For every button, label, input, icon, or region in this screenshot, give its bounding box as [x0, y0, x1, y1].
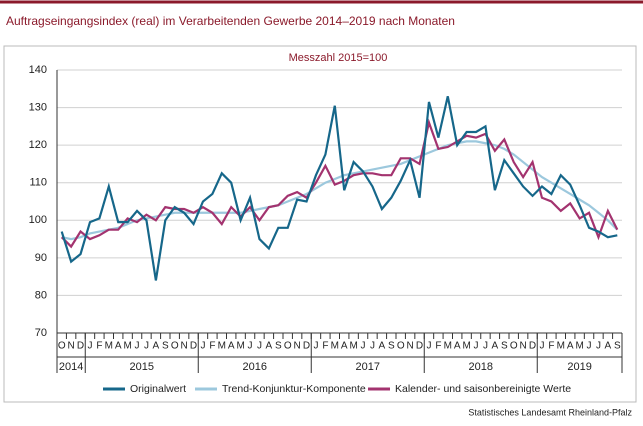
x-tick-label: J	[370, 341, 375, 352]
x-tick-label: O	[397, 341, 405, 352]
x-tick-label: J	[248, 341, 253, 352]
y-tick-label: 100	[29, 214, 47, 226]
x-tick-label: S	[614, 341, 621, 352]
series-line	[60, 118, 619, 249]
x-tick-label: F	[209, 341, 215, 352]
x-tick-label: M	[218, 341, 226, 352]
x-tick-label: M	[444, 341, 452, 352]
x-tick-label: A	[605, 341, 612, 352]
x-tick-label: A	[228, 341, 235, 352]
x-tick-label: M	[123, 341, 131, 352]
x-tick-label: J	[474, 341, 479, 352]
y-tick-label: 140	[29, 64, 47, 76]
x-tick-label: J	[587, 341, 592, 352]
x-tick-label: J	[313, 341, 318, 352]
x-tick-label: J	[426, 341, 431, 352]
y-tick-label: 80	[35, 289, 47, 301]
x-tick-label: F	[96, 341, 102, 352]
x-tick-label: M	[236, 341, 244, 352]
x-tick-label: S	[501, 341, 508, 352]
x-tick-label: D	[303, 341, 310, 352]
year-label: 2015	[130, 361, 154, 373]
x-tick-label: M	[575, 341, 583, 352]
x-tick-label: N	[520, 341, 527, 352]
x-tick-label: A	[341, 341, 348, 352]
x-tick-label: A	[115, 341, 122, 352]
x-tick-label: J	[144, 341, 149, 352]
x-tick-label: S	[275, 341, 282, 352]
x-tick-label: S	[162, 341, 169, 352]
x-tick-label: A	[492, 341, 499, 352]
x-tick-label: M	[349, 341, 357, 352]
x-tick-label: F	[322, 341, 328, 352]
y-tick-label: 90	[35, 252, 47, 264]
x-tick-label: M	[557, 341, 565, 352]
year-label: 2019	[567, 361, 591, 373]
x-tick-label: A	[379, 341, 386, 352]
x-tick-label: M	[105, 341, 113, 352]
year-label: 2014	[59, 361, 83, 373]
x-tick-label: N	[68, 341, 75, 352]
x-tick-label: D	[416, 341, 423, 352]
series-line	[60, 96, 618, 281]
year-label: 2018	[469, 361, 493, 373]
x-tick-label: J	[361, 341, 366, 352]
x-tick-label: O	[58, 341, 66, 352]
x-tick-label: J	[200, 341, 205, 352]
x-tick-label: D	[529, 341, 536, 352]
year-label: 2016	[243, 361, 267, 373]
x-tick-label: A	[567, 341, 574, 352]
y-tick-label: 120	[29, 139, 47, 151]
x-tick-label: N	[407, 341, 414, 352]
x-tick-label: J	[596, 341, 601, 352]
x-tick-label: D	[77, 341, 84, 352]
x-tick-label: O	[171, 341, 179, 352]
series-line	[61, 140, 619, 241]
x-tick-label: O	[510, 341, 518, 352]
frame	[3, 45, 637, 403]
x-tick-label: A	[266, 341, 273, 352]
y-tick-label: 70	[35, 327, 47, 339]
x-tick-label: M	[462, 341, 470, 352]
x-tick-label: J	[539, 341, 544, 352]
legend-label: Originalwert	[130, 383, 186, 395]
x-tick-label: J	[483, 341, 488, 352]
x-tick-label: S	[388, 341, 395, 352]
x-tick-label: F	[548, 341, 554, 352]
chart-title: Auftragseingangsindex (real) im Verarbei…	[6, 14, 455, 28]
x-tick-label: O	[284, 341, 292, 352]
x-tick-label: J	[135, 341, 140, 352]
x-tick-label: M	[331, 341, 339, 352]
legend-label: Trend-Konjunktur-Komponente	[222, 383, 366, 395]
legend-label: Kalender- und saisonbereinigte Werte	[395, 383, 571, 395]
x-tick-label: A	[153, 341, 160, 352]
y-tick-label: 110	[29, 177, 47, 189]
x-tick-label: J	[87, 341, 92, 352]
source: Statistisches Landesamt Rheinland-Pfalz	[468, 407, 632, 417]
x-tick-label: J	[257, 341, 262, 352]
x-tick-label: N	[181, 341, 188, 352]
year-label: 2017	[356, 361, 380, 373]
subtitle: Messzahl 2015=100	[289, 52, 388, 64]
x-tick-label: N	[294, 341, 301, 352]
x-tick-label: D	[190, 341, 197, 352]
x-tick-label: F	[435, 341, 441, 352]
y-tick-label: 130	[29, 101, 47, 113]
x-tick-label: A	[454, 341, 461, 352]
